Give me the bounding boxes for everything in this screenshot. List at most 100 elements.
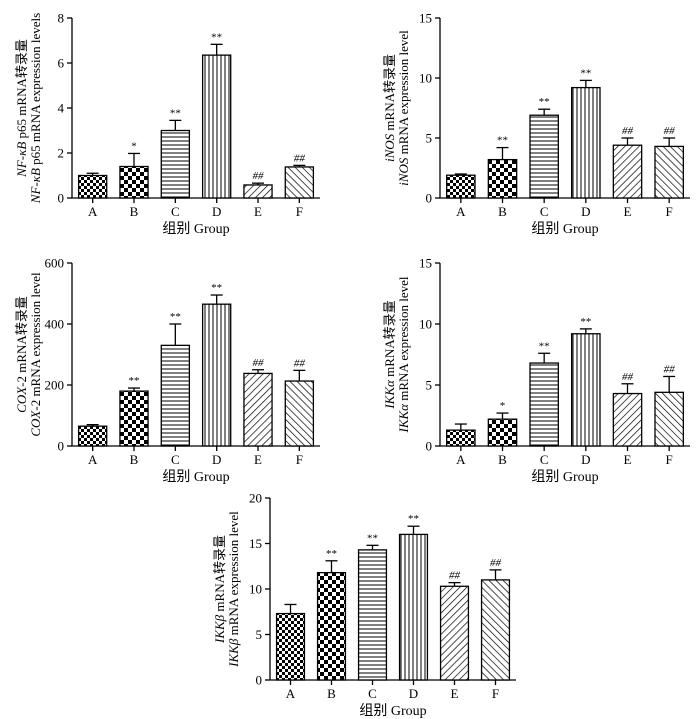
category-label: F xyxy=(666,452,673,467)
bar-F xyxy=(480,579,511,681)
category-label: A xyxy=(286,686,296,701)
y-axis-label-cn: NF-κB p65 mRNA转录量 xyxy=(14,39,29,178)
significance-mark: ** xyxy=(497,135,508,147)
bar-F xyxy=(284,166,315,199)
x-axis-label: 组别 Group xyxy=(531,221,598,237)
bar-C xyxy=(357,549,388,681)
category-label: D xyxy=(581,204,590,219)
category-label: E xyxy=(254,204,262,219)
significance-mark: ** xyxy=(129,375,140,387)
significance-mark: ## xyxy=(253,170,265,182)
y-tick-label: 200 xyxy=(45,378,65,393)
category-label: F xyxy=(296,452,303,467)
bar-D xyxy=(201,303,232,447)
category-label: D xyxy=(581,452,590,467)
category-label: D xyxy=(212,452,221,467)
y-axis-label-cn: IKKα mRNA转录量 xyxy=(382,300,397,409)
category-label: D xyxy=(409,686,418,701)
category-label: E xyxy=(254,452,262,467)
category-label: E xyxy=(451,686,459,701)
y-tick-label: 0 xyxy=(58,191,65,206)
significance-mark: ## xyxy=(449,570,461,582)
bar-E xyxy=(612,144,643,199)
significance-mark: * xyxy=(500,400,506,412)
category-label: C xyxy=(368,686,377,701)
y-tick-label: 10 xyxy=(419,317,432,332)
bar-B xyxy=(316,571,347,681)
bar-F xyxy=(654,391,684,447)
significance-mark: ** xyxy=(580,316,591,328)
y-axis-label-en: IKKβ mRNA expression level xyxy=(226,511,241,668)
category-label: B xyxy=(327,686,336,701)
category-label: D xyxy=(212,204,221,219)
category-label: F xyxy=(492,686,499,701)
y-axis-label-en: COX-2 mRNA expression level xyxy=(28,272,43,437)
category-label: C xyxy=(171,204,180,219)
y-axis-label-en: NF-κB p65 mRNA expression levels xyxy=(28,13,43,204)
bar-D xyxy=(398,533,429,681)
significance-mark: ## xyxy=(294,152,306,164)
significance-mark: ## xyxy=(664,125,676,137)
significance-mark: ** xyxy=(170,107,181,119)
y-tick-label: 5 xyxy=(426,131,433,146)
y-tick-label: 15 xyxy=(249,536,262,551)
bar-F xyxy=(284,380,315,447)
significance-mark: ## xyxy=(490,557,502,569)
category-label: E xyxy=(624,452,632,467)
category-label: C xyxy=(540,204,549,219)
bar-D xyxy=(201,54,232,199)
significance-mark: ** xyxy=(539,340,550,352)
bar-E xyxy=(243,372,273,447)
significance-mark: ** xyxy=(580,67,591,79)
bar-A xyxy=(446,174,476,199)
significance-mark: ## xyxy=(294,357,306,369)
significance-mark: ** xyxy=(326,548,337,560)
bar-D xyxy=(571,333,601,447)
y-axis-label-en: IKKα mRNA expression level xyxy=(396,276,411,433)
significance-mark: ** xyxy=(170,311,181,323)
y-tick-label: 0 xyxy=(426,439,433,454)
category-label: E xyxy=(624,204,632,219)
category-label: B xyxy=(498,452,507,467)
bar-B xyxy=(119,165,149,199)
significance-mark: ## xyxy=(622,371,634,383)
bar-F xyxy=(654,145,684,199)
bar-B xyxy=(487,418,518,447)
y-tick-label: 10 xyxy=(249,582,262,597)
y-tick-label: 400 xyxy=(45,317,65,332)
category-label: A xyxy=(88,204,98,219)
category-label: C xyxy=(171,452,180,467)
category-label: A xyxy=(88,452,98,467)
category-label: F xyxy=(296,204,303,219)
bar-C xyxy=(160,344,191,447)
chart-nfkb: 0 2 4 6 8 A * B ** C ** D ## E ## F 组别 Group NF-κB p65 mR… xyxy=(14,11,320,237)
y-tick-label: 0 xyxy=(426,191,433,206)
significance-mark: ** xyxy=(211,31,222,43)
category-label: B xyxy=(130,204,139,219)
bar-B xyxy=(487,158,518,199)
significance-mark: * xyxy=(131,140,137,152)
x-axis-label: 组别 Group xyxy=(359,703,426,719)
bar-A xyxy=(446,429,476,447)
y-tick-label: 15 xyxy=(419,256,432,271)
bar-E xyxy=(243,184,273,199)
bar-C xyxy=(529,114,559,199)
chart-cox2: 0 200 400 600 A ** B ** C ** D ## E ## F 组别 Group COX-2 … xyxy=(14,256,320,485)
bar-A xyxy=(275,612,306,681)
y-tick-label: 8 xyxy=(58,11,65,26)
y-axis-label-cn: IKKβ mRNA转录量 xyxy=(212,535,227,644)
significance-mark: ## xyxy=(253,357,265,369)
significance-mark: ** xyxy=(367,532,378,544)
bar-C xyxy=(529,362,559,447)
category-label: B xyxy=(498,204,507,219)
y-tick-label: 15 xyxy=(419,11,432,26)
y-tick-label: 0 xyxy=(256,673,263,688)
y-tick-label: 6 xyxy=(58,56,65,71)
bar-A xyxy=(77,174,108,199)
y-tick-label: 10 xyxy=(419,71,432,86)
bar-D xyxy=(571,86,601,199)
y-tick-label: 5 xyxy=(256,627,263,642)
category-label: A xyxy=(456,204,466,219)
significance-mark: ## xyxy=(622,125,634,137)
